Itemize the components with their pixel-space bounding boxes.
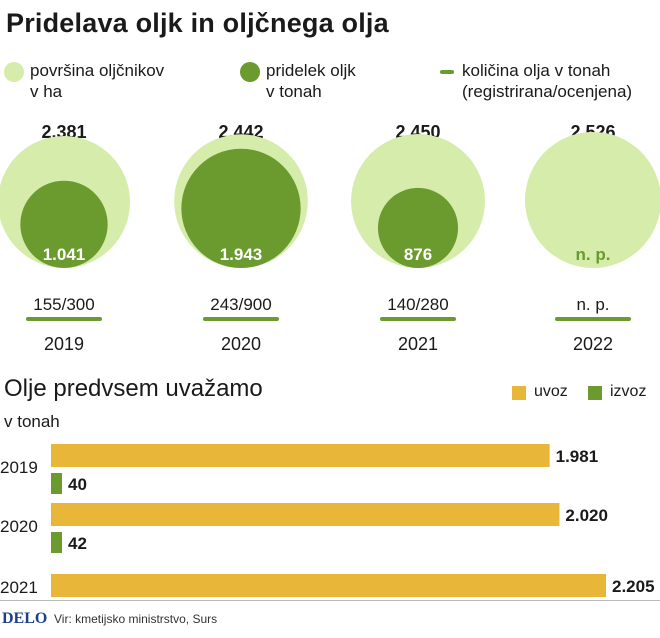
- legend-harvest-line1: pridelek oljk: [266, 61, 356, 80]
- chart-title: Pridelava oljk in oljčnega olja: [6, 8, 389, 38]
- legend-oil-label: količina olja v tonah (registrirana/ocen…: [462, 60, 658, 102]
- legend-harvest-label: pridelek oljk v tonah: [266, 60, 426, 102]
- harvest-value-label: 876: [404, 245, 432, 264]
- import-value-label: 2.205: [612, 577, 655, 596]
- export-value-label: 42: [68, 534, 87, 553]
- harvest-value-label: n. p.: [576, 245, 611, 264]
- oil-value-label: 140/280: [387, 295, 448, 314]
- legend-area-line2: v ha: [30, 82, 63, 101]
- oil-value-label: 243/900: [210, 295, 271, 314]
- legend-oil-swatch: [440, 70, 454, 74]
- legend-harvest-line2: v tonah: [266, 82, 322, 101]
- oil-underline: [555, 317, 631, 321]
- legend-import-swatch: [512, 386, 526, 400]
- area-circle: [525, 132, 660, 268]
- import-bar: [51, 444, 550, 467]
- legend-oil-line2: (registrirana/ocenjena): [462, 82, 633, 101]
- harvest-circle: [181, 148, 301, 268]
- legend-area-swatch: [4, 62, 24, 82]
- footer-divider: [0, 600, 660, 601]
- legend-export-label: izvoz: [610, 383, 647, 400]
- year-label: 2022: [573, 334, 613, 354]
- legend-area-label: površina oljčnikov v ha: [30, 60, 200, 102]
- legend-import-label: uvoz: [534, 383, 568, 400]
- year-label: 2021: [398, 334, 438, 354]
- bar-chart: 1.981 40 2019 2.020 42 2020 2.205 2021: [0, 444, 655, 597]
- harvest-value-label: 1.943: [220, 245, 263, 264]
- import-value-label: 2.020: [565, 506, 608, 525]
- harvest-value-label: 1.041: [43, 245, 86, 264]
- oil-value-label: 155/300: [33, 295, 94, 314]
- source-note: Vir: kmetijsko ministrstvo, Surs: [54, 612, 218, 626]
- export-value-label: 40: [68, 475, 87, 494]
- legend-export-swatch: [588, 386, 602, 400]
- category-label: 2020: [0, 517, 38, 536]
- year-label: 2019: [44, 334, 84, 354]
- bar-chart-title: Olje predvsem uvažamo: [4, 375, 263, 402]
- harvest-circle: [20, 180, 108, 268]
- category-label: 2021: [0, 578, 38, 597]
- export-bar: [51, 473, 62, 494]
- bubble-chart: 2.3811.041155/30020192.4421.943243/90020…: [0, 122, 660, 354]
- legend-area-line1: površina oljčnikov: [30, 61, 165, 80]
- export-bar: [51, 532, 62, 553]
- year-label: 2020: [221, 334, 261, 354]
- legend-harvest-swatch: [240, 62, 260, 82]
- import-bar: [51, 574, 606, 597]
- harvest-circle: [377, 187, 459, 268]
- category-label: 2019: [0, 458, 38, 477]
- oil-underline: [203, 317, 279, 321]
- oil-underline: [380, 317, 456, 321]
- legend-oil-line1: količina olja v tonah: [462, 61, 611, 80]
- import-bar: [51, 503, 560, 526]
- bar-chart-subtitle: v tonah: [4, 412, 60, 431]
- oil-value-label: n. p.: [576, 295, 609, 314]
- oil-underline: [26, 317, 102, 321]
- publisher-logo: DELO: [2, 610, 48, 627]
- import-value-label: 1.981: [556, 447, 599, 466]
